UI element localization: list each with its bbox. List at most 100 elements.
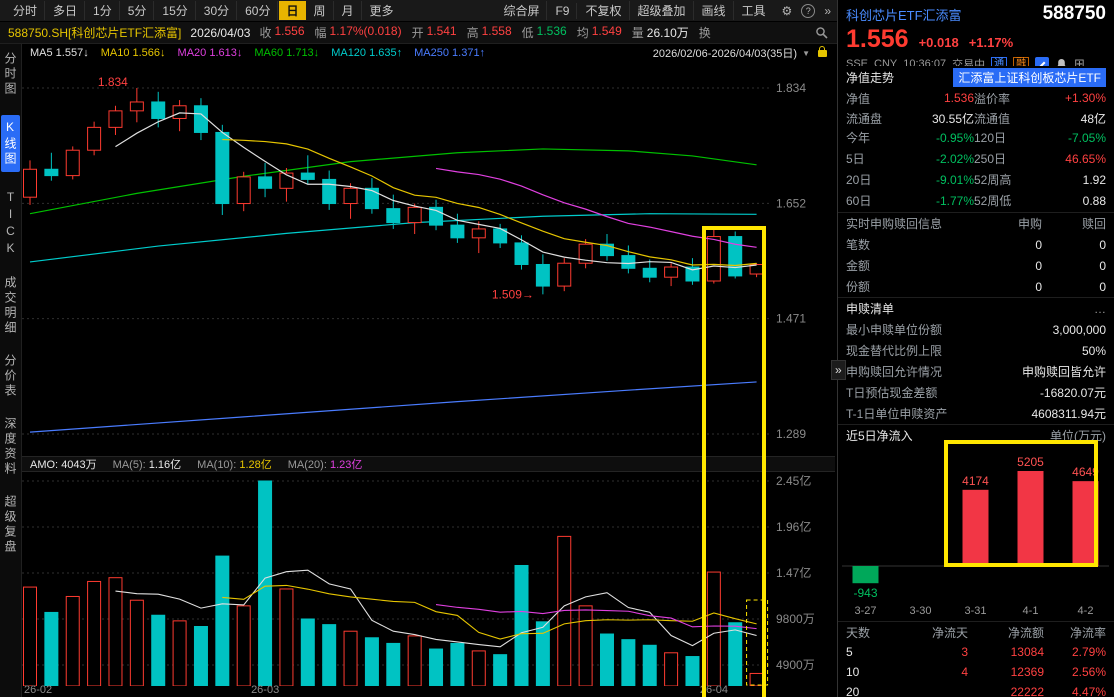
period-button-多日[interactable]: 多日 [46,1,86,20]
volume-bars [23,480,764,686]
tool-button-不复权[interactable]: 不复权 [578,1,630,20]
list-item: 现金替代比例上限 50% [846,343,1106,359]
period-button-30分[interactable]: 30分 [197,1,238,20]
iopv-value: 1.536 [943,91,974,105]
grid-icon[interactable]: ⊞ [1074,56,1085,71]
svg-text:1.834: 1.834 [98,75,128,89]
period-button-1分[interactable]: 1分 [86,1,120,20]
flow-table-header: 天数 净流天 净流额 净流率 [838,621,1114,642]
tool-button-F9[interactable]: F9 [548,2,578,19]
iopv-label: 净值 [846,91,871,106]
perf-label: 52周低 [974,194,1012,208]
period-button-日[interactable]: 日 [279,1,306,20]
fund-code: 588750 [1042,3,1106,24]
svg-text:1.652: 1.652 [776,196,806,210]
period-tabs: 分时 多日 1分 5分 15分 30分 60分日周月更多 [6,1,401,20]
perf-label: 60日 [846,194,872,208]
sidebar-item-K线图[interactable]: K线图 [1,115,20,172]
vol-ma10-value: 1.28亿 [239,459,272,471]
toolbar-more-chevron-icon[interactable]: » [824,3,831,18]
ma-value-MA120: MA120 1.635↑ [331,47,403,59]
table-row: 笔数 0 0 [846,237,1106,253]
price-annotations: 1.834 1.509→ [98,75,534,301]
svg-text:4-2: 4-2 [1078,605,1094,617]
lock-icon[interactable] [818,45,827,57]
svg-text:1.47亿: 1.47亿 [776,565,811,580]
help-icon[interactable]: ? [801,3,816,18]
period-button-分时[interactable]: 分时 [6,1,46,20]
settings-gear-icon[interactable]: ⚙ [781,3,793,18]
float-value-label: 流通值 [974,111,1011,126]
price-gridlines: 1.834 1.652 1.471 1.289 [22,81,806,441]
ma-value-MA250: MA250 1.371↑ [414,47,486,59]
info-bar: 588750.SH[科创芯片ETF汇添富] 2026/04/03 收 1.556 幅… [0,22,837,44]
float-shares-value: 30.55亿 [931,111,974,126]
tool-button-超级叠加[interactable]: 超级叠加 [631,1,694,20]
price-change-pct: +1.17% [968,35,1014,50]
period-button-月[interactable]: 月 [335,1,362,20]
premium-label: 溢价率 [974,91,1011,106]
perf-value: 1.92 [1082,173,1106,187]
dashed-highlight-last-bar [746,599,769,686]
svg-text:2.45亿: 2.45亿 [776,473,811,488]
period-button-周[interactable]: 周 [307,1,334,20]
amo-value: 4043万 [61,459,97,471]
perf-value: -9.01% [935,173,974,187]
svg-text:1.834: 1.834 [776,81,806,95]
svg-text:1.96亿: 1.96亿 [776,519,811,534]
ma-indicator-bar: MA5 1.557↓ MA10 1.566↓ MA20 1.613↓ MA60 1.7… [22,44,835,62]
quote-header: 科创芯片ETF汇添富 588750 1.556 +0.018 +1.17% SS… [837,0,1114,71]
tab-nav-trend[interactable]: 净值走势 [846,70,895,85]
perf-value: -7.05% [1067,131,1106,145]
x-tick-label: 26-02 [24,684,53,696]
sidebar-item-成交明细[interactable]: 成交明细 [3,276,17,336]
field-换: 换 [698,26,711,40]
field-幅: 幅 1.17%(0.018) [314,24,402,40]
realtime-header: 实时申购赎回信息 申购 赎回 [838,212,1114,234]
perf-label: 120日 [974,131,1007,145]
date-range-label[interactable]: 2026/02/06-2026/04/03(35日) [652,48,798,60]
panel-expand-icon[interactable]: » [831,360,846,380]
cap-row: 流通盘 30.55亿 流通值 48亿 [838,108,1114,128]
net-inflow-title: 近5日净流入 [846,429,913,443]
chevron-down-icon[interactable]: ▼ [802,48,810,58]
table-row: 10 4 12369 2.56% [846,665,1106,679]
svg-text:1.289: 1.289 [776,427,806,441]
sidebar-item-分时图[interactable]: 分时图 [3,52,17,97]
toolbar: 分时 多日 1分 5分 15分 30分 60分日周月更多 综合屏 F9 不复权 超级叠加 画线 工具 … [0,0,837,22]
vol-ma5-value: 1.16亿 [148,459,182,471]
sidebar-item-深度资料[interactable]: 深度资料 [3,417,17,477]
ma-value-MA5: MA5 1.557↓ [30,47,89,59]
pcf-list-title: 申赎清单 [846,302,895,316]
sidebar-item-TICK[interactable]: TICK [3,190,18,258]
period-button-60分[interactable]: 60分 [238,1,279,20]
tool-button-工具[interactable]: 工具 [741,4,766,18]
volume-chart[interactable]: 2.45亿 1.96亿 1.47亿 9800万 4900万 [22,473,835,686]
kline-chart[interactable]: 1.834 1.652 1.471 1.289 1.834 1.509→ [22,62,835,455]
fund-fullname-highlight[interactable]: 汇添富上证科创板芯片ETF [953,67,1106,87]
period-button-更多[interactable]: 更多 [369,4,394,18]
symbol-label: 588750.SH[科创芯片ETF汇添富] [8,26,182,40]
tool-button-画线[interactable]: 画线 [695,1,734,20]
net-inflow-unit: 单位(万元) [1050,429,1106,443]
period-button-15分[interactable]: 15分 [155,1,196,20]
table-row: 20 22222 4.47% [846,685,1106,697]
sidebar-item-分价表[interactable]: 分价表 [3,354,17,399]
vol-ma10-label: MA(10): [197,459,237,471]
fund-name[interactable]: 科创芯片ETF汇添富 [846,7,962,23]
ma-value-MA20: MA20 1.613↓ [177,47,243,59]
svg-text:1.509→: 1.509→ [492,287,534,301]
more-ellipsis-icon[interactable]: … [1094,301,1106,316]
field-低: 低 1.536 [521,24,567,40]
period-button-5分[interactable]: 5分 [121,1,155,20]
ma-value-MA60: MA60 1.713↓ [254,47,320,59]
search-icon[interactable] [815,26,829,40]
candle-series [23,88,764,295]
table-row: 份额 0 0 [846,279,1106,295]
perf-label: 今年 [846,131,871,145]
tool-button-综合屏[interactable]: 综合屏 [496,1,548,20]
sidebar-item-超级复盘[interactable]: 超级复盘 [3,495,17,555]
field-量: 量 26.10万 [631,26,689,40]
list-item: 申购赎回允许情况 申购赎回皆允许 [846,365,1106,379]
field-高: 高 1.558 [466,24,512,40]
